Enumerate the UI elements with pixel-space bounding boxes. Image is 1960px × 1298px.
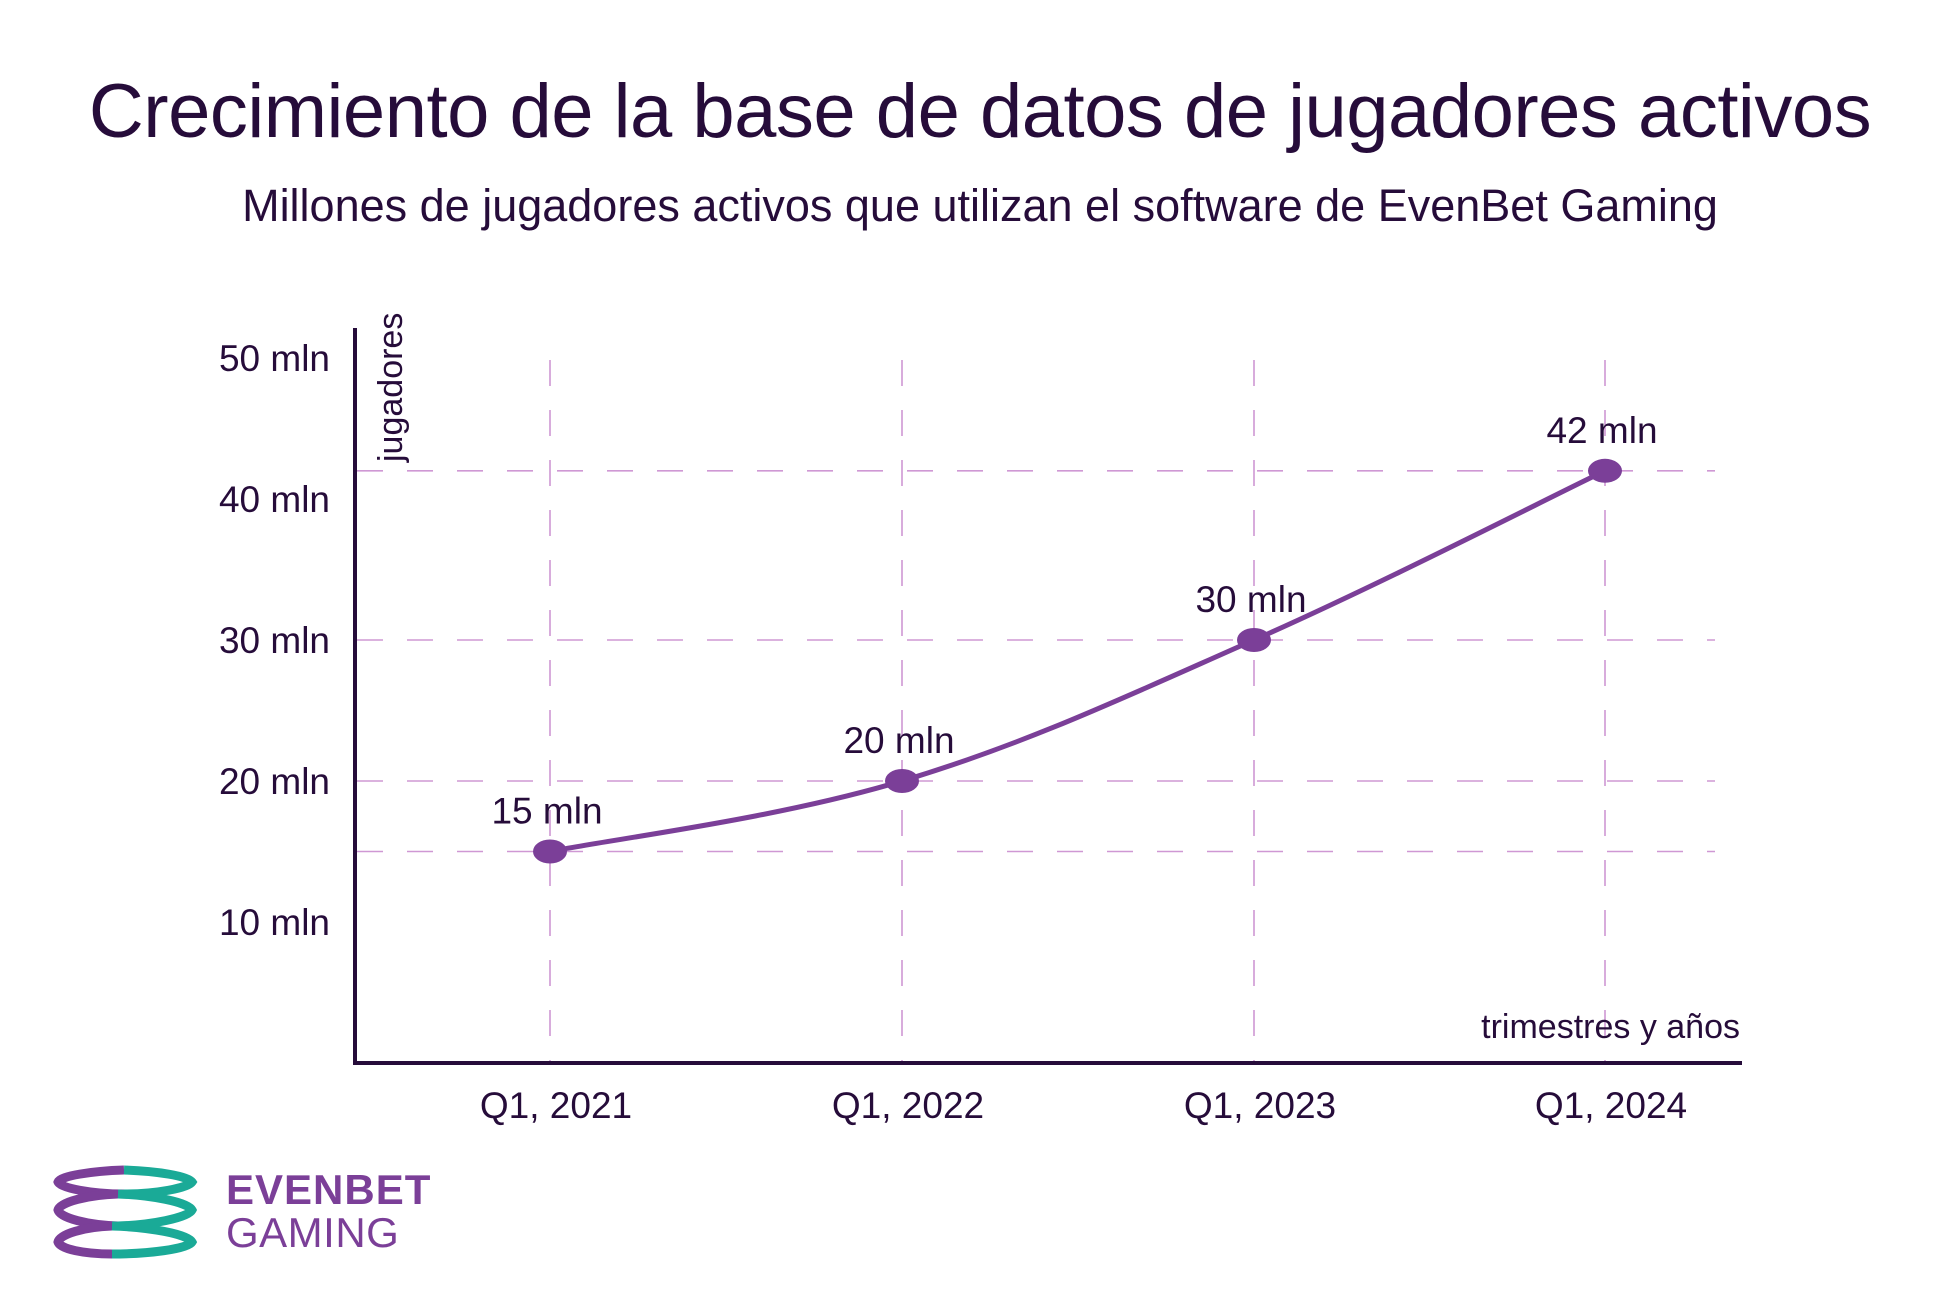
y-tick-label: 50 mln	[219, 338, 330, 379]
logo-wordmark-evenbet: EVENBET	[226, 1166, 432, 1213]
y-tick-label: 30 mln	[219, 620, 330, 661]
grid-lines	[357, 360, 1715, 1061]
series-line	[547, 468, 1608, 854]
data-label: 30 mln	[1195, 579, 1306, 620]
x-tick-label: Q1, 2023	[1184, 1085, 1336, 1126]
evenbet-logo-icon	[53, 1165, 198, 1259]
x-tick-label: Q1, 2022	[832, 1085, 984, 1126]
data-label: 42 mln	[1546, 410, 1657, 451]
x-tick-label: Q1, 2021	[480, 1085, 632, 1126]
chart-subtitle: Millones de jugadores activos que utiliz…	[242, 180, 1718, 231]
x-tick-labels: Q1, 2021 Q1, 2022 Q1, 2023 Q1, 2024	[480, 1085, 1687, 1126]
logo-wordmark-gaming: GAMING	[226, 1209, 400, 1256]
x-tick-label: Q1, 2024	[1535, 1085, 1687, 1126]
y-tick-labels: 10 mln 20 mln 30 mln 40 mln 50 mln	[219, 338, 330, 943]
data-points	[533, 458, 1622, 864]
y-tick-label: 40 mln	[219, 479, 330, 520]
data-point	[885, 769, 919, 793]
data-label: 20 mln	[843, 720, 954, 761]
data-label: 15 mln	[491, 791, 602, 832]
data-point	[1588, 458, 1622, 483]
y-tick-label: 20 mln	[219, 761, 330, 802]
data-point	[1237, 628, 1271, 652]
chart-title: Crecimiento de la base de datos de jugad…	[88, 69, 1872, 154]
x-axis-title: trimestres y años	[1481, 1008, 1740, 1046]
y-tick-label: 10 mln	[219, 902, 330, 943]
y-axis-title: jugadores	[372, 313, 410, 463]
data-point	[533, 839, 567, 864]
data-labels: 15 mln 20 mln 30 mln 42 mln	[491, 410, 1657, 832]
